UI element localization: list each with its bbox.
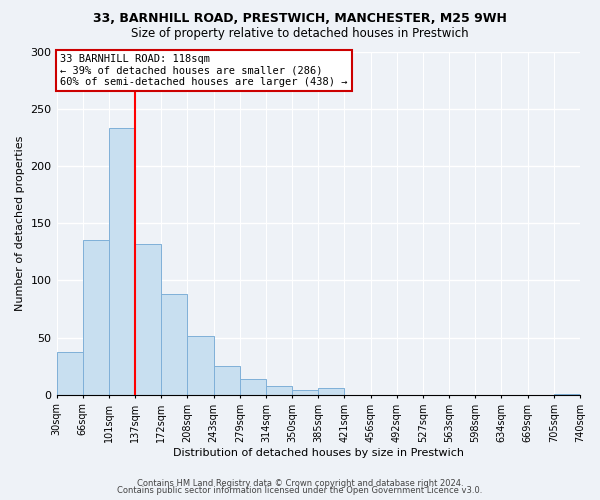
- Bar: [56, 352, 83, 395]
- Bar: [318, 388, 344, 395]
- Text: 33 BARNHILL ROAD: 118sqm
← 39% of detached houses are smaller (286)
60% of semi-: 33 BARNHILL ROAD: 118sqm ← 39% of detach…: [61, 54, 348, 87]
- Bar: [266, 386, 292, 395]
- Text: Size of property relative to detached houses in Prestwich: Size of property relative to detached ho…: [131, 28, 469, 40]
- X-axis label: Distribution of detached houses by size in Prestwich: Distribution of detached houses by size …: [173, 448, 464, 458]
- Y-axis label: Number of detached properties: Number of detached properties: [15, 136, 25, 311]
- Text: Contains HM Land Registry data © Crown copyright and database right 2024.: Contains HM Land Registry data © Crown c…: [137, 478, 463, 488]
- Text: 33, BARNHILL ROAD, PRESTWICH, MANCHESTER, M25 9WH: 33, BARNHILL ROAD, PRESTWICH, MANCHESTER…: [93, 12, 507, 26]
- Bar: [161, 294, 187, 395]
- Bar: [109, 128, 135, 395]
- Bar: [554, 394, 580, 395]
- Text: Contains public sector information licensed under the Open Government Licence v3: Contains public sector information licen…: [118, 486, 482, 495]
- Bar: [135, 244, 161, 395]
- Bar: [83, 240, 109, 395]
- Bar: [240, 379, 266, 395]
- Bar: [187, 336, 214, 395]
- Bar: [214, 366, 240, 395]
- Bar: [292, 390, 318, 395]
